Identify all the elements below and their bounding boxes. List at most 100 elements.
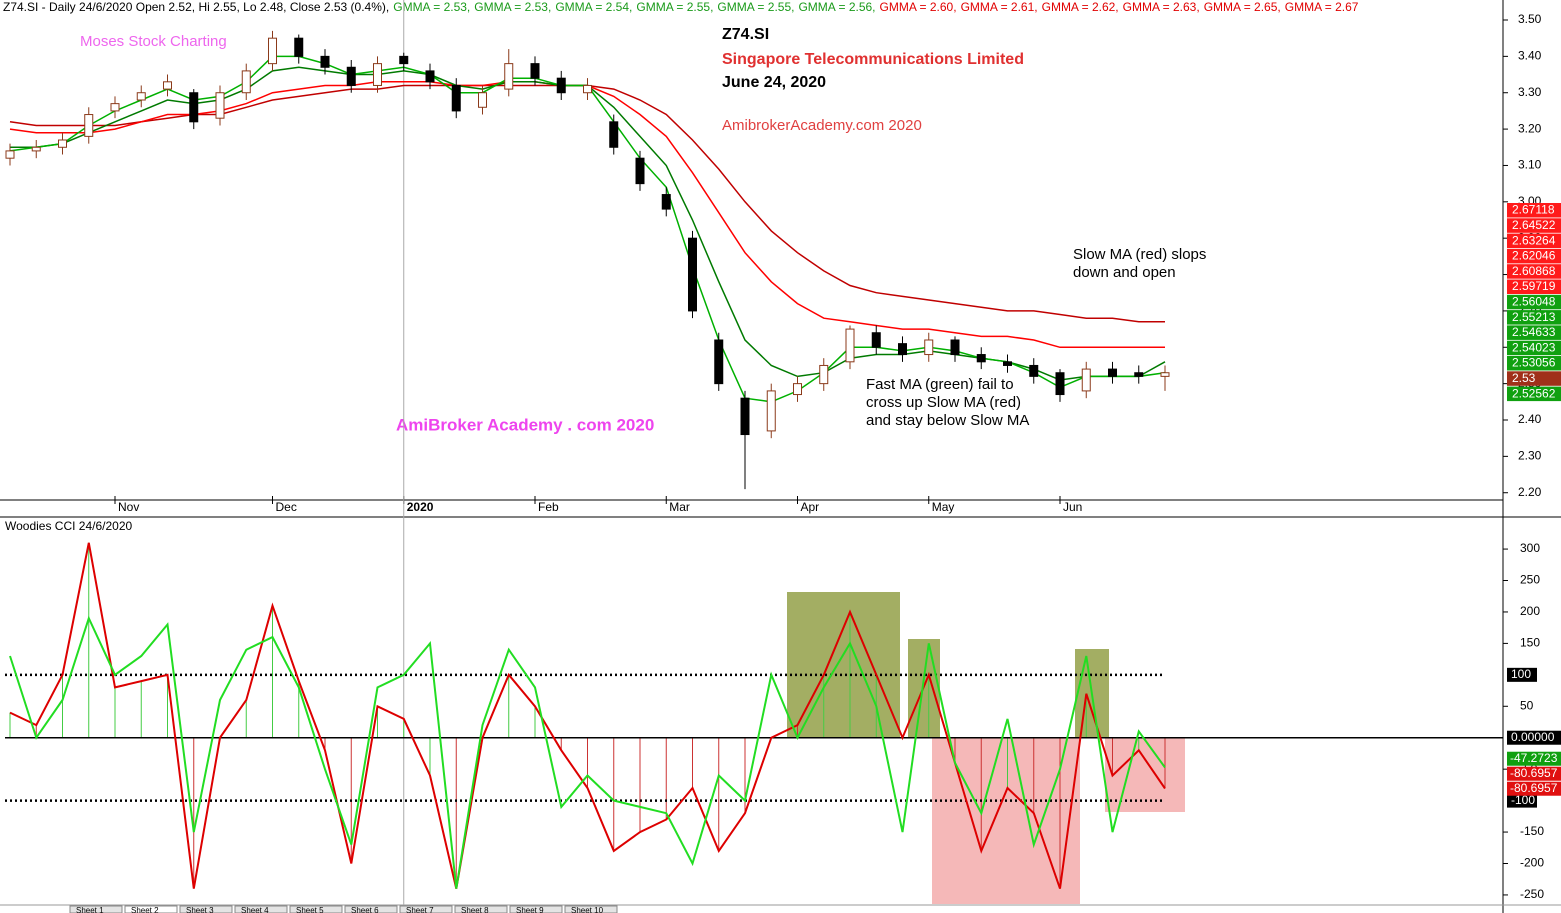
price-label: 2.53 xyxy=(1512,371,1536,385)
price-label-box xyxy=(1507,203,1561,218)
sheet-tab-label[interactable]: Sheet 9 xyxy=(516,906,544,913)
y-tick-label: 50 xyxy=(1520,698,1534,712)
candle-body xyxy=(793,383,802,396)
candle-body xyxy=(1134,372,1144,377)
price-label-box xyxy=(1507,356,1561,371)
sheet-tab-label[interactable]: Sheet 3 xyxy=(186,906,214,913)
sheet-tab[interactable] xyxy=(344,905,398,913)
level-label: 0.00000 xyxy=(1511,730,1555,744)
price-label: 2.54633 xyxy=(1512,325,1556,339)
candle-body xyxy=(635,157,645,185)
candle-body xyxy=(373,63,382,86)
candle-body xyxy=(268,37,277,65)
candle-body xyxy=(661,194,671,210)
x-tick-label: Dec xyxy=(276,500,297,514)
candle-body xyxy=(399,55,409,65)
y-tick-label: 3.40 xyxy=(1518,49,1542,63)
y-tick-label: 3.50 xyxy=(1518,12,1542,26)
sheet-tab-label[interactable]: Sheet 10 xyxy=(571,906,604,913)
candle-body xyxy=(871,332,881,348)
candle-body xyxy=(609,121,619,148)
candle-body xyxy=(478,92,487,108)
price-label-box xyxy=(1507,248,1561,264)
readout: GMMA = 2.67 xyxy=(1285,0,1359,14)
sheet-tab-label[interactable]: Sheet 1 xyxy=(76,906,104,913)
readout: GMMA = 2.56, xyxy=(798,0,875,14)
sheet-tab[interactable] xyxy=(124,905,178,913)
level-label-box xyxy=(1507,793,1537,808)
annotation: cross up Slow MA (red) xyxy=(866,394,1021,411)
price-label-box xyxy=(1507,264,1561,279)
sheet-tab[interactable] xyxy=(179,905,233,913)
x-tick-label: Nov xyxy=(118,500,139,514)
candle-body xyxy=(241,70,251,94)
cci-line xyxy=(9,542,1166,889)
price-label-box xyxy=(1507,310,1561,325)
annotation: down and open xyxy=(1073,264,1176,281)
price-label-box xyxy=(1507,340,1561,356)
candle-body xyxy=(189,92,199,123)
sheet-tab-label[interactable]: Sheet 6 xyxy=(351,906,379,913)
candle-body xyxy=(1160,372,1170,377)
y-tick-label: -200 xyxy=(1520,856,1544,870)
readout-box xyxy=(1507,751,1561,766)
sheet-tab[interactable] xyxy=(289,905,343,913)
y-tick-label: 2.40 xyxy=(1518,412,1542,426)
y-tick-label: 300 xyxy=(1520,541,1540,555)
price-label: 2.52562 xyxy=(1512,386,1556,400)
price-label: 2.54023 xyxy=(1512,340,1556,354)
sheet-tab[interactable] xyxy=(454,905,508,913)
candle-body xyxy=(294,37,304,57)
y-tick-label: -150 xyxy=(1520,824,1544,838)
price-label-box xyxy=(1507,386,1561,402)
sheet-tab-label[interactable]: Sheet 8 xyxy=(461,906,489,913)
sheet-tab[interactable] xyxy=(69,905,123,913)
candle-body xyxy=(425,70,435,83)
candle-body xyxy=(1081,368,1091,392)
annotation: AmiBroker Academy . com 2020 xyxy=(396,415,654,434)
candle-body xyxy=(924,339,934,356)
candle-body xyxy=(898,343,907,356)
candle-body xyxy=(451,84,461,112)
candle-body xyxy=(530,63,540,79)
sheet-tab[interactable] xyxy=(399,905,453,913)
candle-body xyxy=(950,339,960,356)
sheet-tab[interactable] xyxy=(509,905,563,913)
sheet-tab-label[interactable]: Sheet 2 xyxy=(131,906,159,913)
sheet-tab-label[interactable]: Sheet 4 xyxy=(241,906,269,913)
price-label-box xyxy=(1507,218,1561,233)
annotation: and stay below Slow MA xyxy=(866,412,1029,429)
x-tick-label: May xyxy=(932,500,955,514)
candle-body xyxy=(688,237,697,312)
header: Z74.SI - Daily 24/6/2020 Open 2.52, Hi 2… xyxy=(3,0,1359,14)
header-text: Z74.SI - Daily 24/6/2020 Open 2.52, Hi 2… xyxy=(3,0,389,14)
chart-title: Z74.SI xyxy=(722,26,769,43)
annotation: Slow MA (red) slops xyxy=(1073,246,1206,263)
candle-body xyxy=(110,103,120,112)
y-tick-label: 200 xyxy=(1520,604,1540,618)
candle-body xyxy=(1055,372,1065,396)
sheet-tab[interactable] xyxy=(564,905,618,913)
price-label: 2.60868 xyxy=(1512,264,1556,278)
readout-label: -80.6957 xyxy=(1510,781,1558,795)
candle-body xyxy=(819,364,829,385)
cci-line xyxy=(9,615,1166,889)
price-label-box xyxy=(1507,325,1561,340)
readout: GMMA = 2.53, xyxy=(393,0,470,14)
sheet-tab-label[interactable]: Sheet 7 xyxy=(406,906,434,913)
readout: GMMA = 2.53, xyxy=(474,0,551,14)
candle-body xyxy=(84,114,94,137)
chart-date: June 24, 2020 xyxy=(722,74,826,91)
candle-body xyxy=(163,81,172,90)
candle-body xyxy=(976,354,986,363)
readout-box xyxy=(1507,781,1561,796)
sheet-tab-label[interactable]: Sheet 5 xyxy=(296,906,324,913)
price-label-box xyxy=(1507,371,1561,386)
candle-body xyxy=(1003,361,1012,366)
candle-body xyxy=(845,328,855,363)
y-tick-label: 150 xyxy=(1520,636,1540,650)
x-tick-label: 2020 xyxy=(407,500,434,514)
readout-label: -47.2723 xyxy=(1510,751,1558,765)
sheet-tab[interactable] xyxy=(234,905,288,913)
